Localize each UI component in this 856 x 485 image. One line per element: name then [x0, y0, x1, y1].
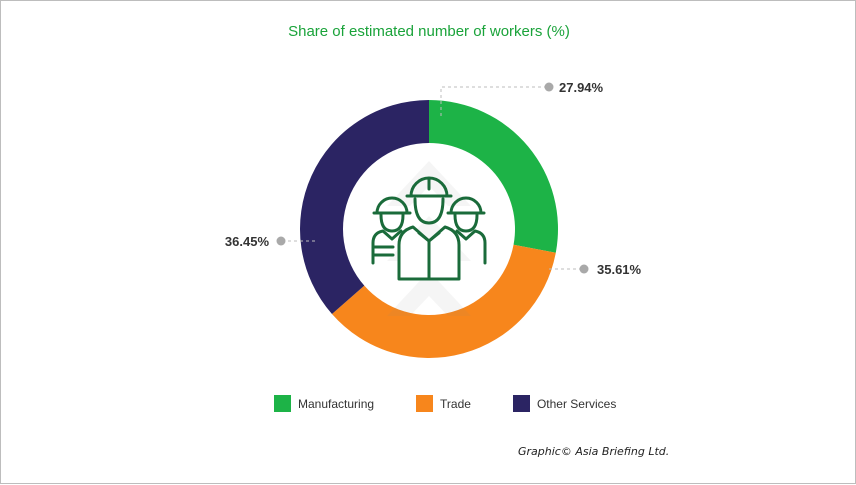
- leader-dot: [579, 264, 589, 274]
- legend-label: Trade: [440, 396, 471, 411]
- slice-other-services: [299, 100, 429, 315]
- legend-label: Other Services: [536, 396, 617, 411]
- slice-trade: [331, 244, 556, 358]
- legend: Manufacturing Trade Other Services: [274, 395, 658, 412]
- legend-swatch: [512, 395, 530, 412]
- workers-icon: [371, 176, 487, 281]
- data-label: 27.94%: [559, 80, 604, 95]
- legend-label: Manufacturing: [298, 396, 375, 411]
- legend-swatch: [274, 395, 291, 412]
- legend-swatch: [416, 395, 434, 412]
- data-label: 36.45%: [225, 234, 270, 249]
- credit: Graphic© Asia Briefing Ltd.: [518, 445, 670, 458]
- legend-item-trade: Trade: [416, 395, 471, 412]
- legend-item-manufacturing: Manufacturing: [274, 395, 374, 412]
- slice-manufacturing: [429, 100, 558, 253]
- chart-title: Share of estimated number of workers (%): [288, 23, 570, 40]
- leader-dot: [544, 82, 554, 92]
- leader-dot: [276, 236, 286, 246]
- data-label: 35.61%: [597, 262, 642, 277]
- legend-item-other-services: Other Services: [512, 395, 617, 412]
